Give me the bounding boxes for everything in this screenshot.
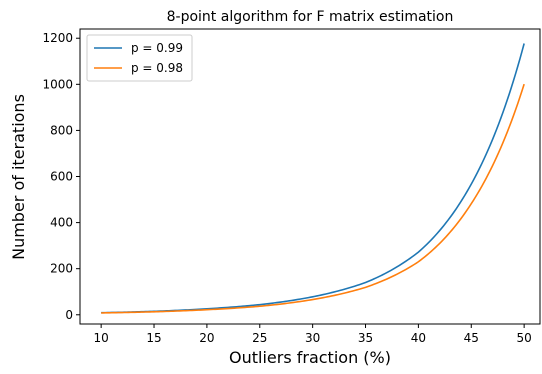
x-tick-label: 35 — [358, 331, 373, 345]
x-tick-label: 45 — [464, 331, 479, 345]
y-tick-label: 1200 — [42, 31, 73, 45]
plot-area: 10 15 20 25 30 35 40 45 50 0 200 400 600 800 1000 1200 p… — [42, 28, 541, 345]
y-axis-label: Number of iterations — [9, 94, 28, 260]
y-tick-label: 1000 — [42, 77, 73, 91]
y-tick-label: 0 — [65, 308, 73, 322]
x-tick-label: 40 — [411, 331, 426, 345]
x-tick-label: 25 — [252, 331, 267, 345]
y-tick-label: 200 — [50, 262, 73, 276]
y-tick-label: 800 — [50, 123, 73, 137]
legend-label-2: p = 0.98 — [131, 61, 183, 75]
x-tick-label: 50 — [516, 331, 531, 345]
x-tick-label: 30 — [305, 331, 320, 345]
series-line-2 — [101, 83, 525, 314]
chart-title: 8-point algorithm for F matrix estimatio… — [167, 9, 454, 25]
legend-box — [86, 34, 193, 82]
x-tick-label: 10 — [94, 331, 109, 345]
y-tick-label: 400 — [50, 216, 73, 230]
x-tick-label: 15 — [146, 331, 161, 345]
x-tick-label: 20 — [199, 331, 214, 345]
legend-label-1: p = 0.99 — [131, 41, 183, 55]
y-tick-label: 600 — [50, 170, 73, 184]
x-axis-label: Outliers fraction (%) — [229, 348, 391, 367]
